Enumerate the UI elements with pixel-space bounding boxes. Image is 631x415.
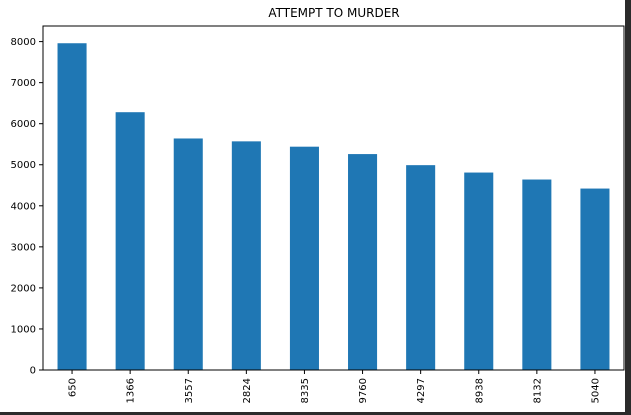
x-tick-label: 8938 xyxy=(474,378,485,403)
x-tick-label: 650 xyxy=(68,378,79,397)
bars-group xyxy=(57,43,610,370)
bar xyxy=(115,112,145,370)
x-tick-label: 8132 xyxy=(532,378,543,403)
x-axis-ticks: 650 1366 3557 2824 8335 9760 4297 8938 8132 5040 xyxy=(68,370,601,403)
bar xyxy=(231,141,261,370)
x-tick-label: 3557 xyxy=(184,378,195,403)
bar xyxy=(57,43,87,370)
x-tick-label: 5040 xyxy=(590,378,601,403)
y-tick-label: 7000 xyxy=(11,78,36,89)
y-tick-label: 3000 xyxy=(11,242,36,253)
y-tick-label: 8000 xyxy=(11,37,36,48)
x-tick-label: 8335 xyxy=(300,378,311,403)
axes-frame xyxy=(42,25,625,371)
y-axis-ticks: 0 1000 2000 3000 4000 5000 6000 7000 8000 xyxy=(11,37,43,377)
bar xyxy=(580,188,610,370)
bar xyxy=(173,138,203,370)
y-tick-label: 6000 xyxy=(11,119,36,130)
bar xyxy=(464,172,494,370)
y-tick-label: 1000 xyxy=(11,324,36,335)
y-tick-label: 5000 xyxy=(11,160,36,171)
bar xyxy=(406,165,436,370)
y-tick-label: 0 xyxy=(30,366,36,377)
x-tick-label: 9760 xyxy=(358,378,369,403)
bar xyxy=(289,146,319,370)
x-tick-label: 1366 xyxy=(126,378,137,403)
bar xyxy=(348,154,378,370)
bar xyxy=(522,179,552,370)
y-tick-label: 4000 xyxy=(11,201,36,212)
chart-title: ATTEMPT TO MURDER xyxy=(268,6,399,20)
x-tick-label: 4297 xyxy=(416,378,427,403)
y-tick-label: 2000 xyxy=(11,283,36,294)
x-tick-label: 2824 xyxy=(242,378,253,403)
